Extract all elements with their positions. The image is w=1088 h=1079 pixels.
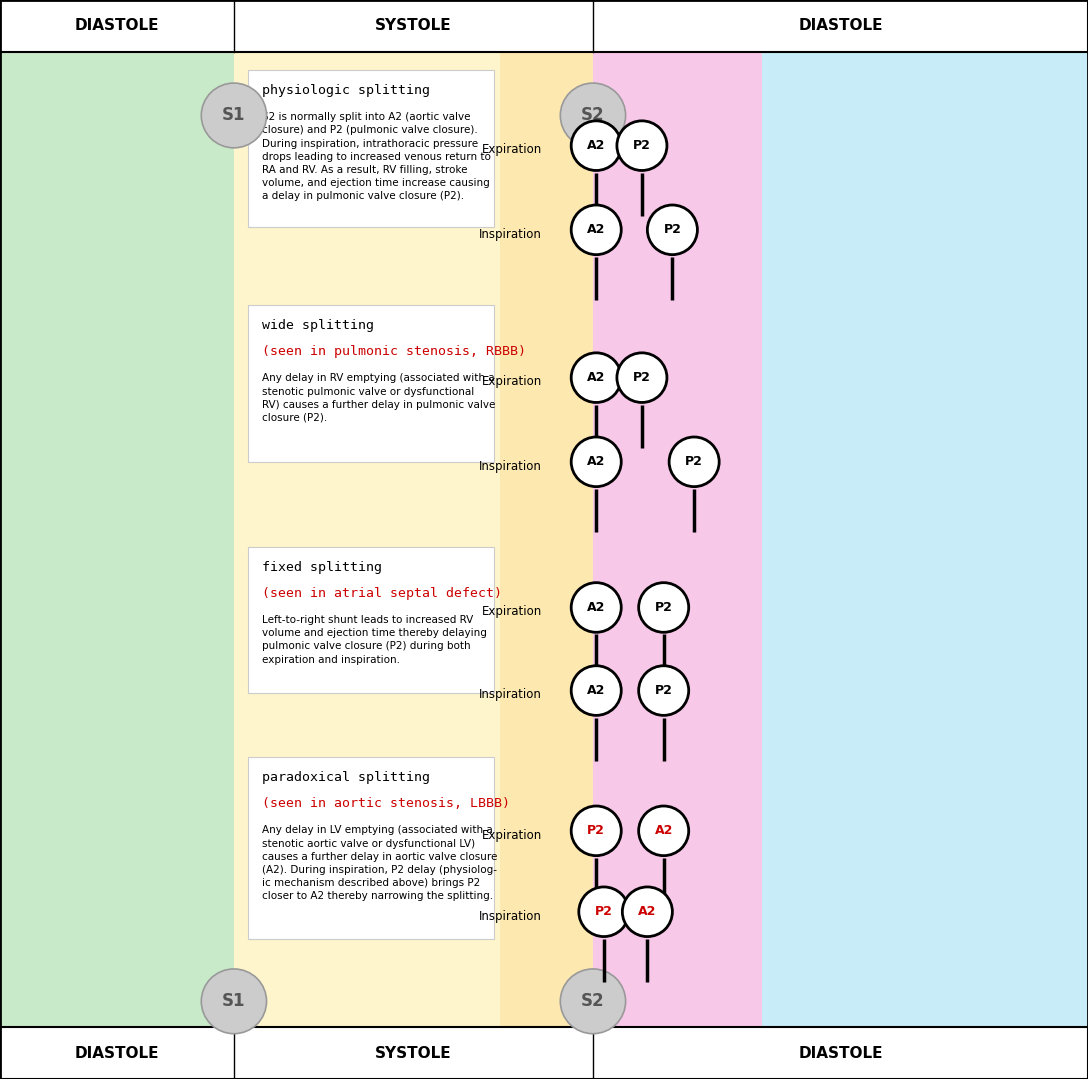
Text: DIASTOLE: DIASTOLE bbox=[75, 1046, 159, 1061]
Text: wide splitting: wide splitting bbox=[262, 319, 374, 332]
Text: A2: A2 bbox=[588, 601, 605, 614]
Circle shape bbox=[669, 437, 719, 487]
Circle shape bbox=[639, 806, 689, 856]
Text: Inspiration: Inspiration bbox=[479, 228, 542, 241]
Text: (seen in aortic stenosis, LBBB): (seen in aortic stenosis, LBBB) bbox=[262, 797, 510, 810]
Text: paradoxical splitting: paradoxical splitting bbox=[262, 771, 430, 784]
Bar bbox=[0, 0, 1088, 52]
Circle shape bbox=[639, 583, 689, 632]
Circle shape bbox=[560, 83, 626, 148]
Text: S2: S2 bbox=[581, 993, 605, 1010]
Text: DIASTOLE: DIASTOLE bbox=[75, 18, 159, 33]
Text: Expiration: Expiration bbox=[482, 605, 542, 618]
Bar bbox=[248, 757, 494, 939]
Circle shape bbox=[579, 887, 629, 937]
Text: A2: A2 bbox=[588, 455, 605, 468]
Circle shape bbox=[571, 583, 621, 632]
Text: S2: S2 bbox=[581, 107, 605, 124]
Bar bbox=[234, 52, 500, 1027]
Text: (seen in pulmonic stenosis, RBBB): (seen in pulmonic stenosis, RBBB) bbox=[262, 345, 527, 358]
Text: A2: A2 bbox=[588, 684, 605, 697]
Bar bbox=[248, 70, 494, 227]
Text: A2: A2 bbox=[588, 371, 605, 384]
Circle shape bbox=[571, 806, 621, 856]
Text: Any delay in RV emptying (associated with a
stenotic pulmonic valve or dysfuncti: Any delay in RV emptying (associated wit… bbox=[262, 373, 495, 423]
Text: P2: P2 bbox=[685, 455, 703, 468]
Text: Expiration: Expiration bbox=[482, 144, 542, 156]
Text: DIASTOLE: DIASTOLE bbox=[799, 18, 882, 33]
Text: P2: P2 bbox=[664, 223, 681, 236]
Text: Inspiration: Inspiration bbox=[479, 460, 542, 473]
Text: S1: S1 bbox=[222, 993, 246, 1010]
Text: Any delay in LV emptying (associated with a
stenotic aortic valve or dysfunction: Any delay in LV emptying (associated wit… bbox=[262, 825, 497, 901]
Text: P2: P2 bbox=[595, 905, 613, 918]
Circle shape bbox=[639, 666, 689, 715]
Text: P2: P2 bbox=[633, 371, 651, 384]
Bar bbox=[593, 52, 762, 1027]
Circle shape bbox=[647, 205, 697, 255]
Text: Left-to-right shunt leads to increased RV
volume and ejection time thereby delay: Left-to-right shunt leads to increased R… bbox=[262, 615, 487, 665]
Circle shape bbox=[617, 353, 667, 402]
Text: Inspiration: Inspiration bbox=[479, 910, 542, 923]
Text: SYSTOLE: SYSTOLE bbox=[375, 18, 452, 33]
Circle shape bbox=[571, 121, 621, 170]
Text: A2: A2 bbox=[588, 223, 605, 236]
Text: P2: P2 bbox=[655, 684, 672, 697]
Text: A2: A2 bbox=[639, 905, 656, 918]
Circle shape bbox=[617, 121, 667, 170]
Circle shape bbox=[201, 83, 267, 148]
Circle shape bbox=[571, 353, 621, 402]
Text: P2: P2 bbox=[655, 601, 672, 614]
Bar bbox=[500, 52, 593, 1027]
Text: A2: A2 bbox=[588, 139, 605, 152]
Bar bbox=[762, 52, 1088, 1027]
Text: P2: P2 bbox=[633, 139, 651, 152]
Bar bbox=[248, 547, 494, 693]
Text: Inspiration: Inspiration bbox=[479, 688, 542, 701]
Text: (seen in atrial septal defect): (seen in atrial septal defect) bbox=[262, 587, 503, 600]
Text: P2: P2 bbox=[588, 824, 605, 837]
Text: physiologic splitting: physiologic splitting bbox=[262, 84, 430, 97]
Text: Expiration: Expiration bbox=[482, 375, 542, 388]
Circle shape bbox=[201, 969, 267, 1034]
Text: DIASTOLE: DIASTOLE bbox=[799, 1046, 882, 1061]
Text: SYSTOLE: SYSTOLE bbox=[375, 1046, 452, 1061]
Circle shape bbox=[571, 666, 621, 715]
Text: A2: A2 bbox=[655, 824, 672, 837]
Bar bbox=[0, 1027, 1088, 1079]
Text: S1: S1 bbox=[222, 107, 246, 124]
Text: fixed splitting: fixed splitting bbox=[262, 561, 382, 574]
Circle shape bbox=[560, 969, 626, 1034]
Text: Expiration: Expiration bbox=[482, 829, 542, 842]
Circle shape bbox=[622, 887, 672, 937]
Circle shape bbox=[571, 205, 621, 255]
Text: S2 is normally split into A2 (aortic valve
closure) and P2 (pulmonic valve closu: S2 is normally split into A2 (aortic val… bbox=[262, 112, 491, 202]
Bar bbox=[0, 52, 234, 1027]
Circle shape bbox=[571, 437, 621, 487]
Bar bbox=[248, 305, 494, 462]
